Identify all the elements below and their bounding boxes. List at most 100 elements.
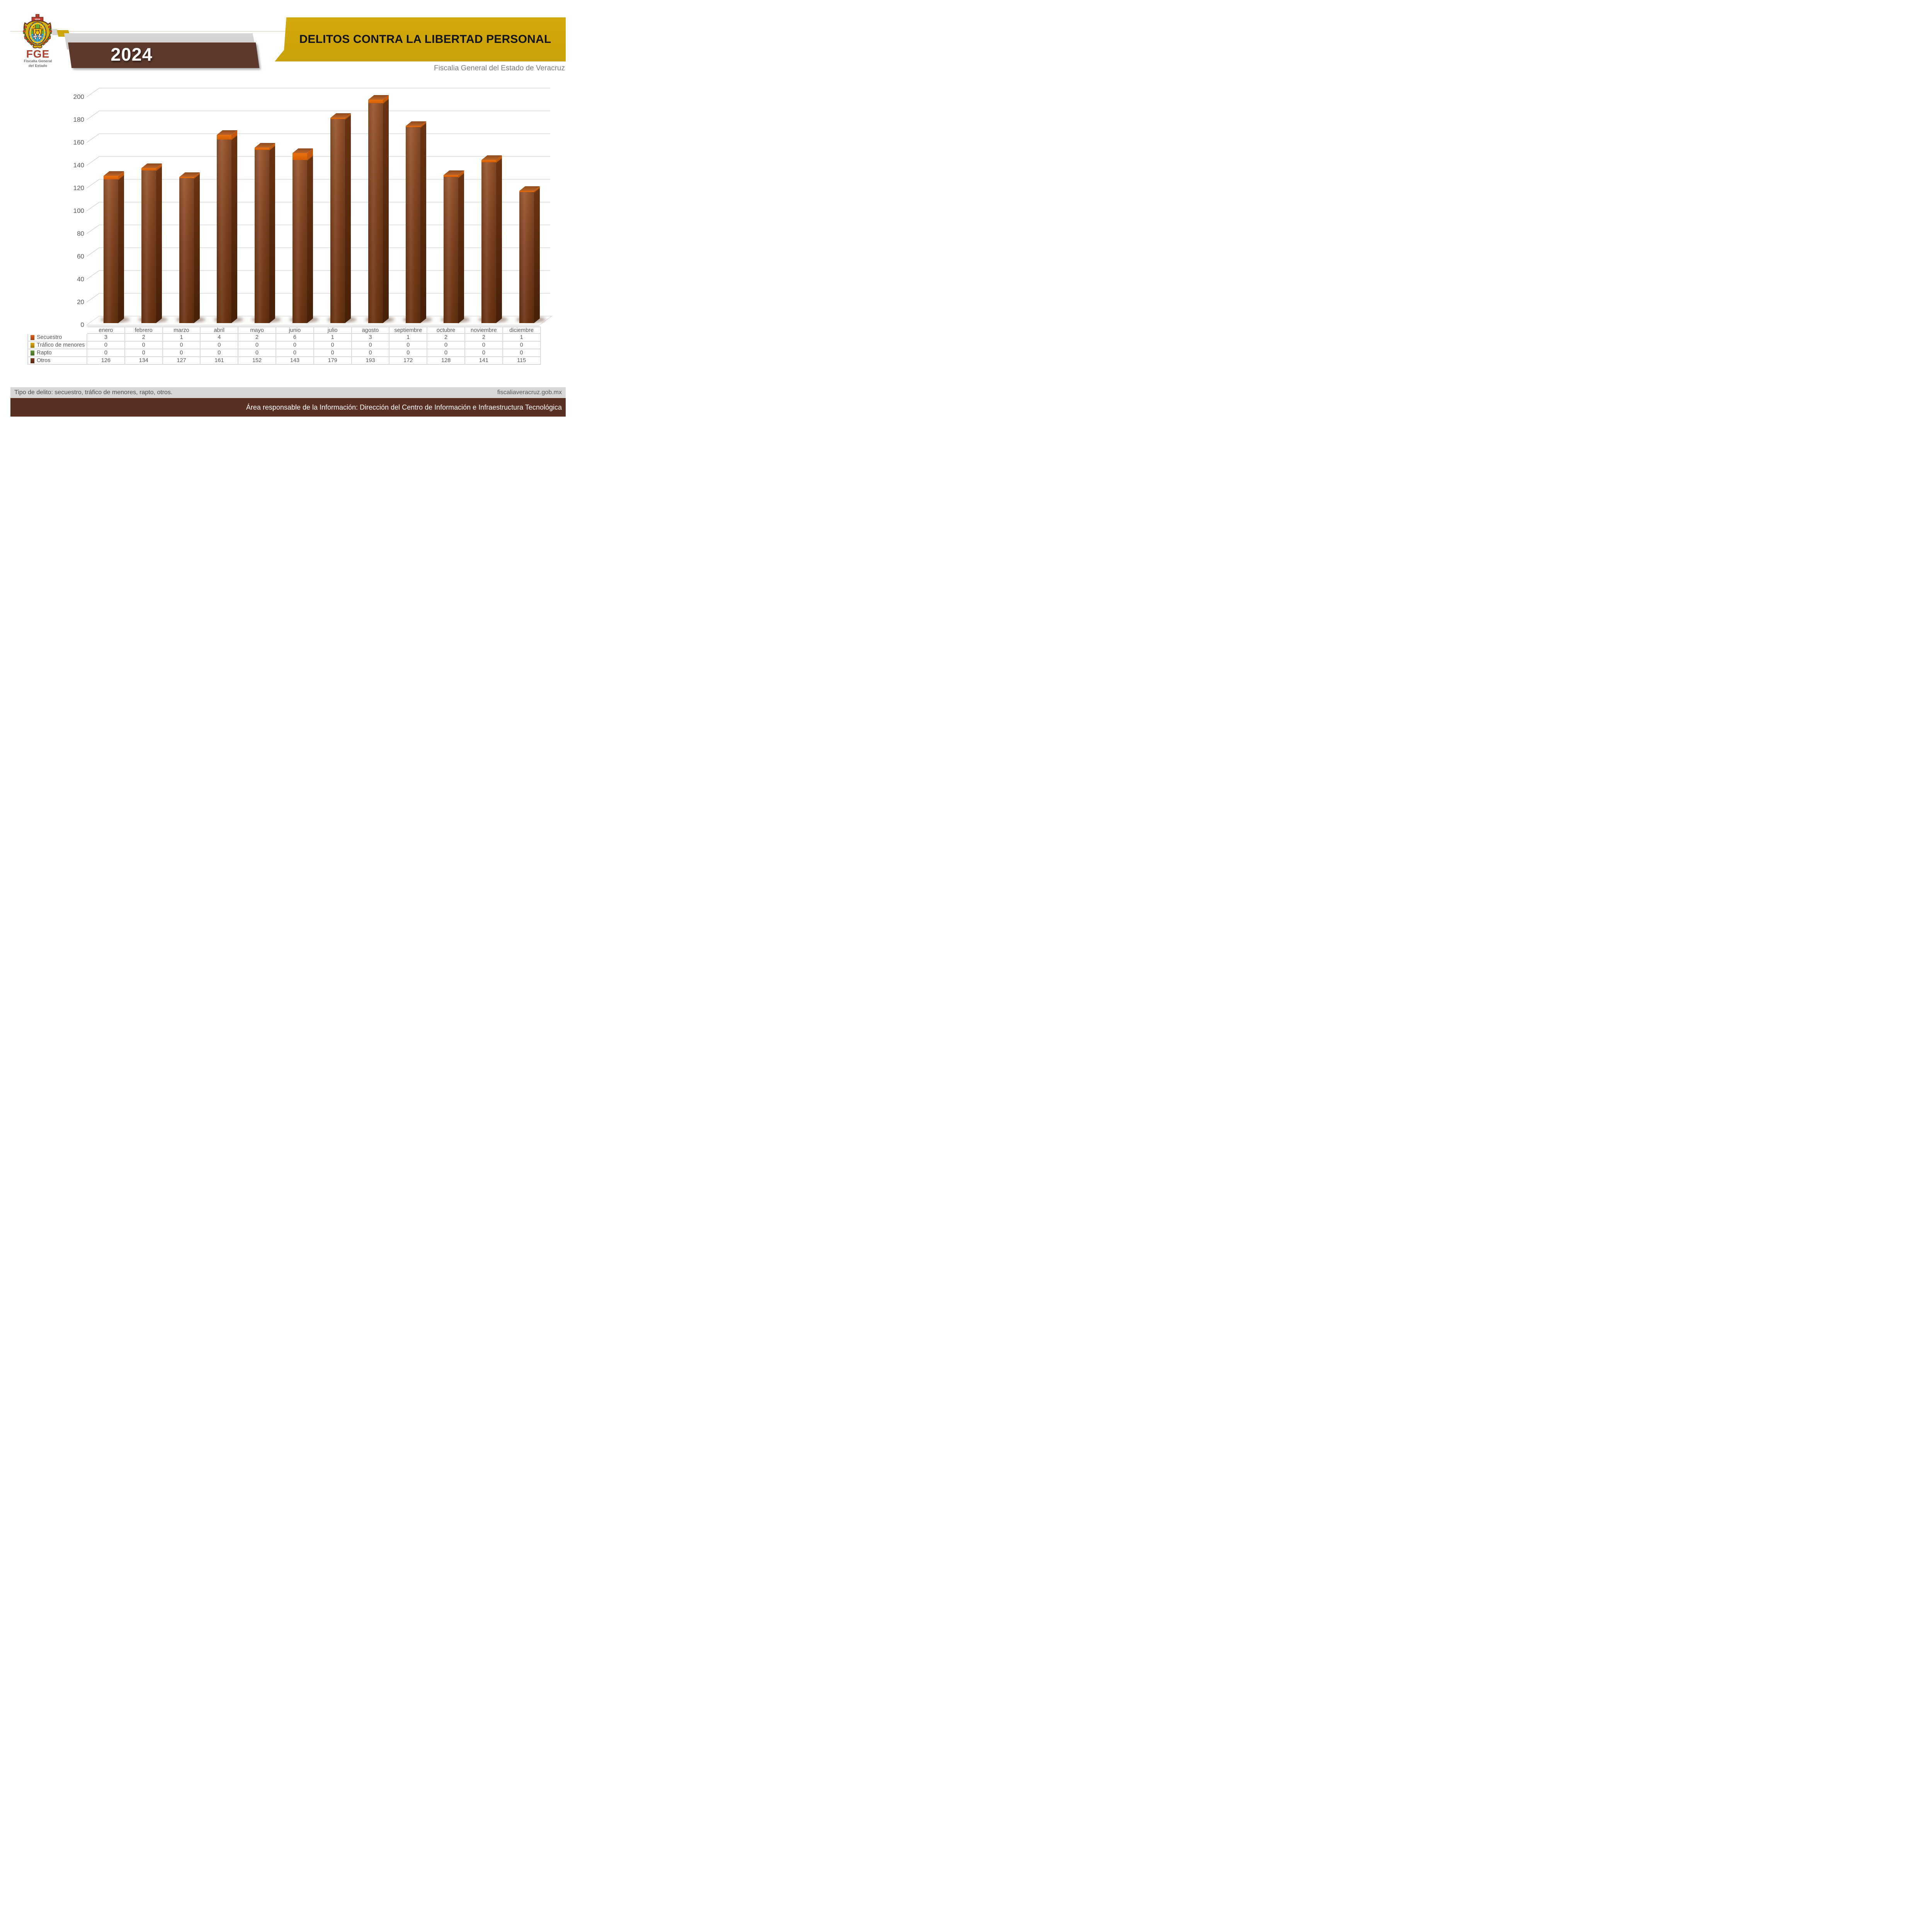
bar-side-face — [269, 143, 276, 323]
bar-segment-Otros — [481, 162, 496, 323]
series-name: Tráfico de menores — [37, 342, 85, 348]
bar-front-face — [368, 99, 383, 323]
value-Rapto-noviembre: 0 — [465, 349, 503, 357]
value-Otros-junio: 143 — [276, 357, 314, 365]
value-Otros-noviembre: 141 — [465, 357, 503, 365]
series-name: Otros — [37, 357, 51, 364]
value-Secuestro-marzo: 1 — [163, 334, 201, 342]
bar-segment-Secuestro — [481, 160, 496, 163]
value-Tráfico de menores-septiembre: 0 — [389, 342, 428, 349]
bar-diciembre — [519, 186, 540, 323]
responsibility-text: Área responsable de la Información: Dire… — [246, 403, 562, 411]
bar-segment-Secuestro — [255, 147, 270, 150]
value-Otros-septiembre: 172 — [389, 357, 428, 365]
bar-side-face — [345, 113, 351, 323]
bar-front-face — [330, 118, 345, 323]
bar-front-face — [255, 147, 270, 323]
bar-segment-Secuestro — [217, 135, 232, 140]
bar-front-face — [481, 160, 496, 323]
bar-segment-Otros — [217, 140, 232, 323]
bar-segment-Secuestro — [141, 168, 156, 170]
bar-front-face — [444, 175, 459, 323]
y-axis-label: 180 — [73, 116, 84, 123]
gridline — [86, 225, 550, 234]
month-header-febrero: febrero — [125, 327, 163, 334]
value-Tráfico de menores-octubre: 0 — [427, 342, 465, 349]
bar-noviembre — [481, 155, 502, 323]
fge-org-line1: Fiscalía General — [24, 59, 52, 63]
title-banner: DELITOS CONTRA LA LIBERTAD PERSONAL — [275, 17, 566, 61]
value-Secuestro-mayo: 2 — [238, 334, 276, 342]
bar-segment-Otros — [368, 103, 383, 323]
value-Otros-abril: 161 — [201, 357, 239, 365]
value-Tráfico de menores-mayo: 0 — [238, 342, 276, 349]
value-Rapto-junio: 0 — [276, 349, 314, 357]
y-axis-label: 120 — [73, 184, 84, 192]
bar-side-face — [307, 148, 313, 323]
value-Otros-octubre: 128 — [427, 357, 465, 365]
y-axis-label: 20 — [77, 298, 84, 306]
year-banner: 2024 — [68, 43, 260, 68]
bar-side-face — [231, 130, 238, 323]
bar-segment-Secuestro — [406, 126, 421, 127]
value-Rapto-octubre: 0 — [427, 349, 465, 357]
value-Otros-marzo: 127 — [163, 357, 201, 365]
responsibility-bar: Área responsable de la Información: Dire… — [10, 398, 566, 417]
month-header-diciembre: diciembre — [503, 327, 541, 334]
y-axis-label: 0 — [80, 321, 84, 328]
bar-segment-Secuestro — [368, 99, 383, 103]
bar-segment-Otros — [179, 178, 194, 323]
value-Otros-agosto: 193 — [352, 357, 390, 365]
value-Rapto-febrero: 0 — [125, 349, 163, 357]
bar-front-face — [293, 153, 307, 323]
bar-octubre — [444, 170, 464, 323]
bar-side-face — [156, 163, 162, 323]
value-Otros-febrero: 134 — [125, 357, 163, 365]
y-axis-label: 160 — [73, 139, 84, 146]
bar-front-face — [179, 177, 194, 323]
value-Otros-enero: 126 — [87, 357, 125, 365]
y-axis-label: 60 — [77, 253, 84, 260]
bar-side-face — [118, 171, 124, 323]
value-Secuestro-abril: 4 — [201, 334, 239, 342]
value-Tráfico de menores-abril: 0 — [201, 342, 239, 349]
page-subtitle: Fiscalia General del Estado de Veracruz — [434, 64, 565, 72]
value-Secuestro-octubre: 2 — [427, 334, 465, 342]
gridline — [86, 111, 550, 120]
value-Rapto-julio: 0 — [314, 349, 352, 357]
value-Tráfico de menores-febrero: 0 — [125, 342, 163, 349]
value-Rapto-septiembre: 0 — [389, 349, 428, 357]
value-Tráfico de menores-noviembre: 0 — [465, 342, 503, 349]
gridline — [86, 202, 550, 211]
bar-side-face — [194, 172, 200, 323]
bar-segment-Otros — [330, 119, 345, 323]
bar-segment-Otros — [519, 192, 534, 323]
bar-side-face — [458, 170, 464, 323]
chart-floor-edge — [87, 325, 539, 327]
stacked-3d-bar-chart: 0 20 40 60 80 100 120 140 160 180 200 — [0, 0, 603, 426]
website-text: fiscaliaveracruz.gob.mx — [497, 389, 562, 396]
value-Secuestro-julio: 1 — [314, 334, 352, 342]
crime-type-note: Tipo de delito: secuestro, tráfico de me… — [14, 389, 173, 396]
crest-motto-left: PLUS — [34, 36, 37, 37]
bar-segment-Otros — [104, 179, 118, 323]
month-header-mayo: mayo — [238, 327, 276, 334]
footnote-bar: Tipo de delito: secuestro, tráfico de me… — [10, 387, 566, 398]
series-name: Secuestro — [37, 334, 62, 340]
fge-org-line2: del Estado — [28, 63, 48, 68]
bar-segment-Otros — [444, 177, 459, 323]
value-Rapto-enero: 0 — [87, 349, 125, 357]
bar-side-face — [420, 121, 427, 323]
value-Secuestro-febrero: 2 — [125, 334, 163, 342]
month-header-octubre: octubre — [427, 327, 465, 334]
value-Tráfico de menores-junio: 0 — [276, 342, 314, 349]
header-divider-line — [10, 31, 350, 32]
gridline — [86, 270, 550, 280]
value-Rapto-abril: 0 — [201, 349, 239, 357]
bar-mayo — [255, 143, 276, 323]
month-header-abril: abril — [201, 327, 239, 334]
month-header-julio: julio — [314, 327, 352, 334]
value-Rapto-mayo: 0 — [238, 349, 276, 357]
bar-segment-Secuestro — [330, 118, 345, 119]
month-header-septiembre: septiembre — [389, 327, 428, 334]
